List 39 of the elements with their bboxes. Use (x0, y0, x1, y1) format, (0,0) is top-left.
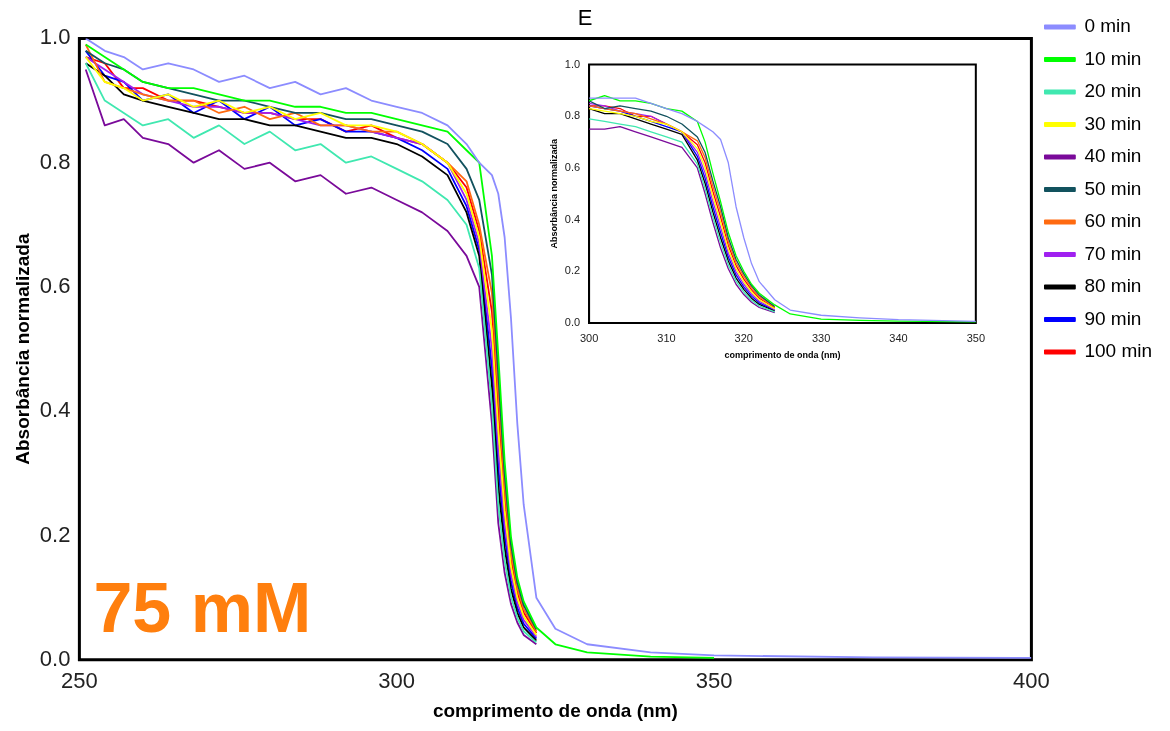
y-tick-label: 0.0 (564, 316, 581, 329)
x-tick-label: 300 (579, 331, 599, 344)
y-axis-title: Absorbância normalizada (11, 233, 33, 465)
y-tick-label: 1.0 (39, 24, 71, 50)
legend-label: 60 min (1084, 210, 1142, 232)
x-tick-label: 250 (61, 668, 98, 694)
legend-label: 0 min (1084, 15, 1131, 37)
y-tick-label: 0.4 (564, 212, 581, 225)
x-tick-label: 350 (695, 668, 733, 694)
x-tick-label: 300 (378, 668, 416, 694)
legend-label: 20 min (1084, 80, 1142, 102)
x-tick-label: 310 (657, 331, 676, 344)
y-tick-label: 0.6 (39, 273, 71, 299)
legend-label: 80 min (1084, 275, 1142, 297)
legend-label: 50 min (1084, 177, 1142, 199)
legend-label: 100 min (1084, 340, 1153, 362)
legend-label: 30 min (1084, 112, 1142, 134)
chart-title: E (577, 5, 593, 31)
y-axis-title: Absorbância normalizada (548, 138, 559, 249)
y-tick-label: 0.8 (39, 148, 71, 174)
legend-label: 90 min (1084, 307, 1142, 329)
x-tick-label: 330 (811, 331, 831, 344)
x-tick-label: 400 (1013, 668, 1050, 694)
y-tick-label: 0.6 (564, 160, 581, 173)
legend-label: 10 min (1084, 47, 1142, 69)
x-tick-label: 340 (889, 331, 908, 344)
x-tick-label: 320 (734, 331, 753, 344)
y-tick-label: 1.0 (564, 57, 581, 70)
x-axis-title: comprimento de onda (nm) (432, 699, 678, 721)
legend-label: 70 min (1084, 242, 1142, 264)
legend-label: 40 min (1084, 145, 1142, 167)
y-tick-label: 0.2 (564, 264, 581, 277)
y-tick-label: 0.8 (564, 109, 581, 122)
annotation: 75 mM (93, 569, 312, 648)
x-tick-label: 350 (966, 331, 985, 344)
y-tick-label: 0.2 (39, 521, 71, 547)
x-axis-title: comprimento de onda (nm) (724, 350, 841, 361)
y-tick-label: 0.4 (39, 397, 71, 423)
y-tick-label: 0.0 (39, 645, 71, 671)
